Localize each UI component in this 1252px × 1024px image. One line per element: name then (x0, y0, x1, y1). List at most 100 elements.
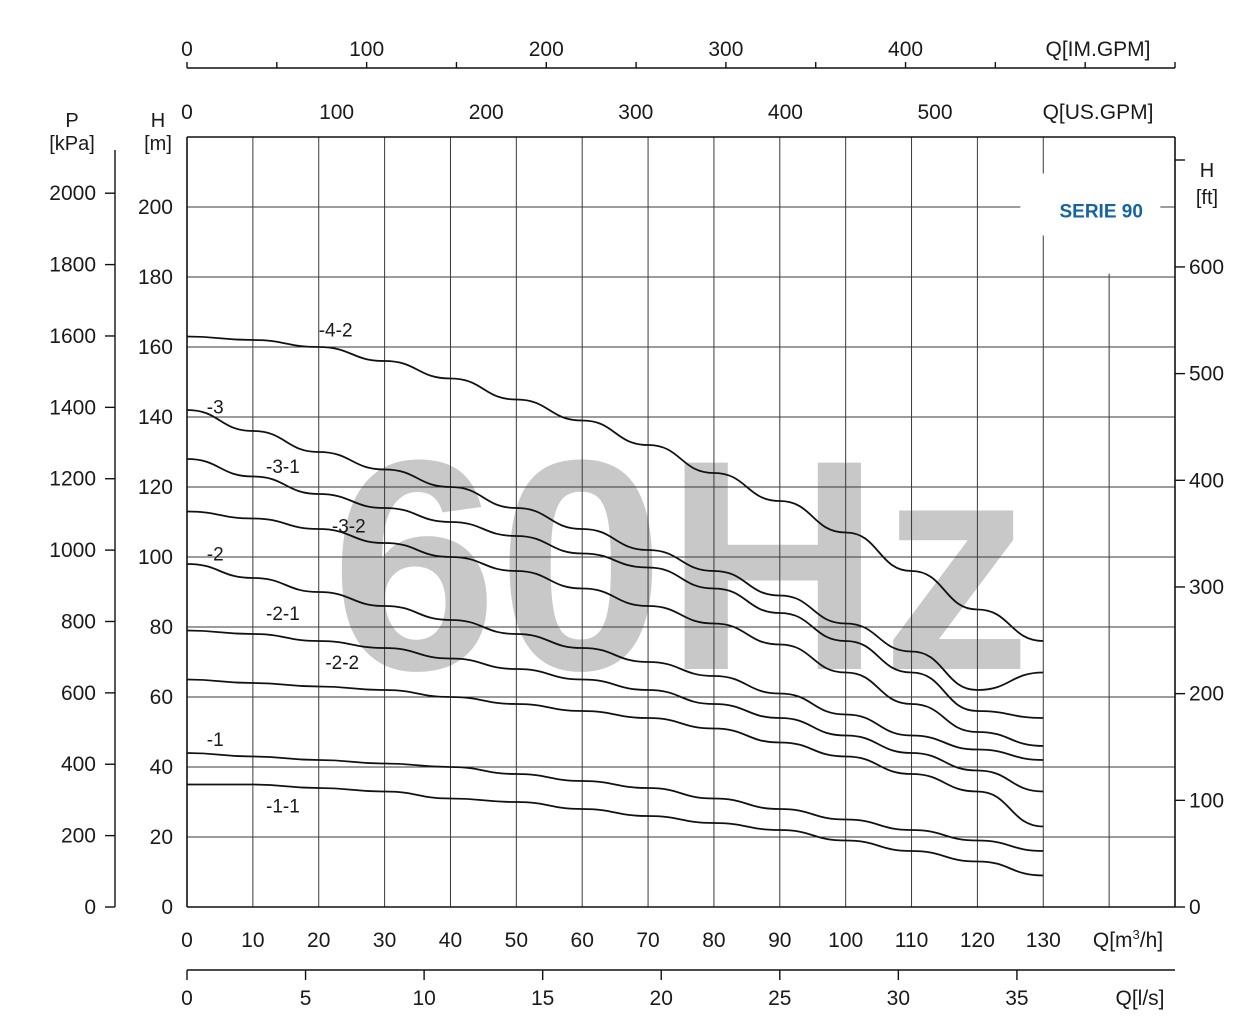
x-usgpm-tick-label: 100 (319, 101, 354, 124)
x-imgpm-axis-label: Q[IM.GPM] (1046, 38, 1151, 61)
serie-badge-text: SERIE 90 (1059, 202, 1142, 223)
x-m3h-axis-label-superscript: 3 (1133, 927, 1140, 942)
y-ft-tick-label: 0 (1189, 896, 1201, 919)
y-kpa-tick-label: 400 (61, 753, 96, 776)
x-usgpm-axis-label: Q[US.GPM] (1043, 101, 1154, 124)
y-m-tick-label: 40 (150, 756, 173, 779)
y-kpa-tick-label: 800 (61, 610, 96, 633)
x-m3h-axis-label: Q[m3/h] (1093, 927, 1163, 952)
x-m3h-tick-label: 70 (636, 929, 659, 952)
series-label-2-2: -2-2 (325, 653, 359, 674)
serie-badge-bg (1020, 173, 1161, 236)
y-ft-tick-label: 100 (1189, 789, 1224, 812)
y-m-tick-label: 0 (161, 896, 173, 919)
y-m-axis-label: H (151, 110, 165, 132)
y-ft-tick-label: 600 (1189, 256, 1224, 279)
y-kpa-tick-label: 1400 (49, 396, 96, 419)
series-line-1 (186, 752, 1044, 852)
y-ft-tick-label: 400 (1189, 469, 1224, 492)
watermark-layer: 60Hz (331, 397, 1031, 733)
x-ls-tick-label: 30 (887, 987, 910, 1010)
x-m3h-tick-label: 20 (307, 929, 330, 952)
y-ft-axis-unit: [ft] (1196, 187, 1218, 209)
y-m-tick-label: 20 (150, 826, 173, 849)
y-m-axis-unit: [m] (144, 133, 172, 155)
x-m3h-tick-label: 40 (439, 929, 462, 952)
y-m-tick-label: 180 (138, 266, 173, 289)
x-m3h-tick-label: 50 (505, 929, 528, 952)
badge-layer: SERIE 90 (1020, 173, 1161, 236)
y-m-tick-label: 200 (138, 196, 173, 219)
y-kpa-tick-label: 200 (61, 825, 96, 848)
x-ls-tick-label: 5 (300, 987, 312, 1010)
series-line-2 (186, 563, 1044, 761)
x-imgpm-tick-label: 300 (708, 38, 743, 61)
series-layer: -4-2-3-3-1-3-2-2-2-1-2-2-1-1-1 (186, 321, 1044, 877)
series-line-3-1 (186, 458, 1044, 719)
y-kpa-tick-label: 1200 (49, 468, 96, 491)
y-m-tick-label: 100 (138, 546, 173, 569)
x-m3h-tick-label: 10 (241, 929, 264, 952)
series-line-2-1 (186, 629, 1044, 793)
y-kpa-tick-label: 1600 (49, 325, 96, 348)
series-line-1-1 (187, 783, 1044, 877)
watermark-text: 60Hz (331, 397, 1031, 733)
x-m3h-axis-label-part: Q[m (1093, 929, 1133, 952)
axes-layer: 020406080100120140160180200H[m]020040060… (49, 38, 1224, 1010)
x-ls-tick-label: 35 (1005, 987, 1028, 1010)
x-ls-tick-label: 15 (531, 987, 554, 1010)
y-m-tick-label: 160 (138, 336, 173, 359)
x-imgpm-tick-label: 0 (181, 38, 193, 61)
x-ls-axis-label: Q[l/s] (1115, 987, 1164, 1010)
series-label-2-1: -2-1 (266, 604, 300, 625)
y-m-tick-label: 140 (138, 406, 173, 429)
series-label-1-1: -1-1 (266, 797, 300, 818)
series-line-4-2 (186, 335, 1044, 642)
x-ls-tick-label: 10 (412, 987, 435, 1010)
x-imgpm-tick-label: 200 (529, 38, 564, 61)
x-usgpm-tick-label: 300 (618, 101, 653, 124)
y-m-tick-label: 120 (138, 476, 173, 499)
y-ft-tick-label: 300 (1189, 576, 1224, 599)
y-ft-axis-label: H (1200, 160, 1214, 182)
x-m3h-tick-label: 100 (828, 929, 863, 952)
series-label-4-2: -4-2 (319, 321, 353, 342)
x-m3h-tick-label: 130 (1026, 929, 1061, 952)
x-usgpm-tick-label: 500 (918, 101, 953, 124)
x-m3h-tick-label: 0 (181, 929, 193, 952)
y-kpa-tick-label: 1000 (49, 539, 96, 562)
x-m3h-tick-label: 60 (571, 929, 594, 952)
series-label-3-1: -3-1 (266, 457, 300, 478)
series-label-3: -3 (207, 398, 224, 419)
grid-layer (186, 137, 1175, 908)
series-line-3 (186, 409, 1044, 691)
series-line-3-2 (186, 510, 1044, 747)
x-usgpm-tick-label: 0 (181, 101, 193, 124)
series-line-2-2 (186, 678, 1044, 828)
x-imgpm-tick-label: 400 (888, 38, 923, 61)
x-m3h-tick-label: 30 (373, 929, 396, 952)
y-ft-tick-label: 200 (1189, 683, 1224, 706)
y-kpa-tick-label: 0 (84, 896, 96, 919)
x-m3h-tick-label: 90 (768, 929, 791, 952)
y-m-tick-label: 80 (150, 616, 173, 639)
y-kpa-tick-label: 2000 (49, 182, 96, 205)
y-m-tick-label: 60 (150, 686, 173, 709)
y-kpa-tick-label: 1800 (49, 254, 96, 277)
y-kpa-axis-label: P (65, 110, 78, 132)
x-m3h-tick-label: 120 (960, 929, 995, 952)
x-usgpm-tick-label: 200 (469, 101, 504, 124)
x-usgpm-tick-label: 400 (768, 101, 803, 124)
y-ft-tick-label: 500 (1189, 363, 1224, 386)
y-kpa-axis-unit: [kPa] (49, 133, 95, 155)
series-label-3-2: -3-2 (332, 517, 366, 538)
x-imgpm-tick-label: 100 (349, 38, 384, 61)
x-ls-tick-label: 0 (181, 987, 193, 1010)
x-m3h-axis-label-part: /h] (1140, 929, 1163, 952)
x-m3h-tick-label: 110 (895, 929, 928, 952)
x-ls-tick-label: 20 (650, 987, 673, 1010)
series-label-2: -2 (207, 545, 224, 566)
y-kpa-tick-label: 600 (61, 682, 96, 705)
